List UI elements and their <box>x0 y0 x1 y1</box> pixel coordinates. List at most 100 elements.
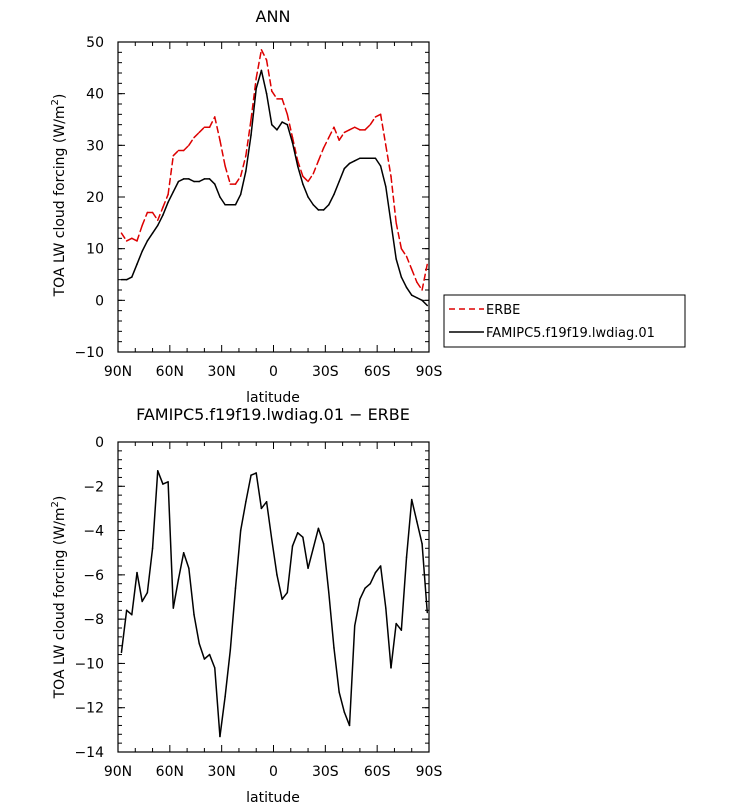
bottom-series-0-segment <box>193 613 200 645</box>
bottom-series-0-segment <box>120 609 128 654</box>
bottom-x-tick-label: 0 <box>269 764 278 780</box>
top-series-0-segment <box>322 136 330 149</box>
legend: ERBE FAMIPC5.f19f19.lwdiag.01 <box>443 294 686 348</box>
bottom-series-0-segment <box>281 591 289 600</box>
bottom-series-0-segment <box>400 556 408 631</box>
top-series-1-segment <box>234 193 242 206</box>
bottom-series-0-segment <box>131 571 138 616</box>
top-x-tick-label: 90S <box>416 364 443 380</box>
top-series-0-segment <box>136 224 143 242</box>
bottom-series-0-segment <box>239 501 247 532</box>
top-series-1-segment <box>338 167 346 183</box>
bottom-series-0-line <box>120 470 429 738</box>
top-series-0-segment <box>364 123 372 131</box>
top-series-1-segment <box>416 297 423 302</box>
top-series-0-segment <box>385 144 392 178</box>
top-series-1-segment <box>177 178 185 183</box>
bottom-series-0-segment <box>136 571 143 603</box>
bottom-series-0-segment <box>395 622 403 631</box>
bottom-series-0-segment <box>385 607 392 669</box>
bottom-series-0-segment <box>162 481 169 485</box>
top-series-0-segment <box>286 113 294 139</box>
top-series-0-segment <box>151 211 159 221</box>
bottom-series-0-segment <box>146 547 154 594</box>
bottom-series-0-segment <box>343 711 351 727</box>
bottom-series-0-segment <box>359 587 366 600</box>
top-series-0-segment <box>421 263 429 291</box>
bottom-y-tick-label: −12 <box>74 701 104 717</box>
top-series-1-segment <box>348 160 356 165</box>
top-series-1-segment <box>162 201 169 216</box>
top-series-1-segment <box>379 165 387 188</box>
top-series-0-segment <box>245 118 252 157</box>
top-series-0-segment <box>172 149 180 157</box>
top-series-0-segment <box>369 116 377 126</box>
bottom-panel-ylabel: TOA LW cloud forcing (W/m2) <box>50 496 68 700</box>
top-y-tick-label: 40 <box>86 87 104 103</box>
bottom-series-0-segment <box>141 591 149 603</box>
bottom-panel-xlabel: latitude <box>246 790 300 806</box>
bottom-series-0-segment <box>198 642 206 660</box>
top-series-1-segment <box>405 286 413 296</box>
top-series-1-segment <box>265 92 273 126</box>
bottom-series-0-segment <box>338 691 346 713</box>
legend-label-erbe: ERBE <box>486 303 520 318</box>
top-series-0-segment <box>234 175 242 185</box>
bottom-x-tick-label: 30N <box>208 764 236 780</box>
top-series-1-segment <box>307 196 314 206</box>
top-series-0-segment <box>167 154 175 196</box>
top-series-0-segment <box>395 222 403 250</box>
bottom-series-0-segment <box>405 498 413 558</box>
top-series-0-segment <box>125 237 133 242</box>
bottom-x-tick-label: 60N <box>156 764 184 780</box>
top-series-0-segment <box>410 268 418 283</box>
top-series-1-segment <box>291 142 299 167</box>
bottom-series-0-segment <box>416 520 423 545</box>
top-series-0-segment <box>333 126 340 141</box>
bottom-series-0-segment <box>302 536 309 569</box>
top-series-1-segment <box>219 196 226 206</box>
bottom-series-0-segment <box>255 472 263 510</box>
top-series-0-segment <box>188 136 195 147</box>
top-series-0-segment <box>198 126 206 134</box>
top-series-1-segment <box>312 204 320 211</box>
top-panel-series <box>120 49 429 307</box>
bottom-series-0-segment <box>234 529 242 589</box>
bottom-series-0-segment <box>317 527 325 545</box>
top-series-1-segment <box>136 250 143 265</box>
bottom-panel-axes: 90N 60N 30N 0 30S 60S 90S −14 −12 −10 −8 −6 −4 −2 0 <box>74 435 442 780</box>
top-series-1-segment <box>151 224 159 234</box>
top-y-tick-label: 0 <box>95 293 104 309</box>
bottom-series-0-segment <box>390 622 397 669</box>
bottom-y-tick-label: −6 <box>83 568 104 584</box>
bottom-x-tick-label: 90S <box>416 764 443 780</box>
top-series-1-segment <box>255 69 263 90</box>
bottom-series-0-segment <box>125 609 133 616</box>
top-series-1-segment <box>271 123 278 131</box>
top-y-tick-label: 50 <box>86 35 104 51</box>
top-series-1-segment <box>322 204 330 211</box>
legend-label-model: FAMIPC5.f19f19.lwdiag.01 <box>486 326 655 341</box>
bottom-panel-series <box>120 470 429 738</box>
bottom-series-0-segment <box>322 543 330 594</box>
top-series-1-segment <box>125 276 133 281</box>
top-series-0-segment <box>353 126 361 131</box>
top-series-0-segment <box>265 59 273 92</box>
bottom-series-0-segment <box>167 481 175 609</box>
top-series-1-segment <box>146 232 154 242</box>
top-y-tick-label: −10 <box>74 345 104 361</box>
bottom-series-0-segment <box>410 498 418 523</box>
top-series-0-segment <box>312 160 320 175</box>
top-series-1-segment <box>167 191 175 203</box>
top-series-0-segment <box>219 139 226 167</box>
bottom-series-0-segment <box>188 567 195 616</box>
bottom-series-0-segment <box>229 587 237 651</box>
top-series-1-segment <box>131 263 138 278</box>
bottom-series-0-segment <box>177 551 185 581</box>
top-x-tick-label: 30S <box>312 364 339 380</box>
top-series-0-segment <box>338 131 346 141</box>
bottom-series-0-segment <box>182 551 190 569</box>
bottom-series-0-segment <box>208 653 216 669</box>
top-panel-ylabel: TOA LW cloud forcing (W/m2) <box>50 94 68 298</box>
top-x-tick-label: 0 <box>269 364 278 380</box>
